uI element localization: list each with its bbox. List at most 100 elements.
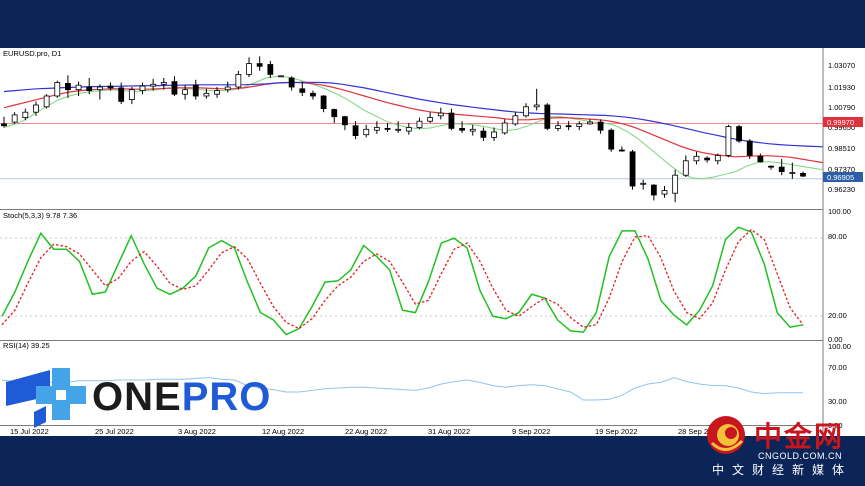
price-tick: 0.99650 (828, 123, 855, 132)
ma-slow-line (3, 81, 824, 148)
candle-body (448, 112, 455, 129)
price-tick: 1.03070 (828, 61, 855, 70)
rsi-tick: 30.00 (828, 397, 847, 406)
price-tick: 1.01930 (828, 83, 855, 92)
candle-body (128, 89, 135, 101)
candle-body (1, 123, 7, 127)
stoch-tick: 100.00 (828, 207, 851, 216)
candle-body (118, 87, 125, 102)
candle-body (288, 77, 295, 88)
date-axis: 15 Jul 2022 25 Jul 2022 3 Aug 2022 12 Au… (10, 427, 721, 436)
ma-mid-line (3, 81, 824, 164)
candle-body (576, 123, 583, 128)
candle-body (714, 155, 721, 162)
candle-body (246, 63, 252, 75)
candle-body (235, 73, 242, 88)
candle-body (342, 116, 348, 126)
onepro-cross-icon (6, 368, 86, 428)
candle-body (459, 128, 465, 131)
stoch-tick: 0.00 (828, 335, 843, 344)
candle-body (405, 127, 412, 132)
candle-body (427, 117, 434, 122)
candles-group (1, 56, 806, 203)
price-tick: 0.97370 (828, 165, 855, 174)
price-tick: 0.98510 (828, 144, 855, 153)
candle-body (778, 166, 785, 172)
stoch-axis: 100.00 80.00 20.00 0.00 (828, 207, 851, 344)
candle-body (693, 155, 700, 162)
cngold-brand-text: 中金网 (754, 420, 845, 453)
price-axis: 1.03070 1.01930 1.00790 0.99650 0.98510 … (828, 61, 855, 194)
candle-body (661, 190, 668, 195)
candle-body (160, 82, 167, 85)
candle-body (736, 126, 742, 142)
candle-body (310, 92, 316, 97)
candle-body (373, 127, 380, 131)
candle-body (54, 82, 61, 97)
candle-body (171, 81, 178, 95)
candle-body (757, 155, 764, 163)
candle-body (682, 160, 689, 176)
price-tick: 0.96230 (828, 185, 855, 194)
candle-body (587, 121, 593, 125)
stoch-main-line (1, 226, 804, 336)
stoch-signal-line (1, 228, 804, 330)
red-level-label: 0.99970 (827, 118, 854, 127)
date-tick: 12 Aug 2022 (262, 427, 304, 436)
candle-body (11, 114, 18, 123)
date-tick: 28 Sep 2022 (678, 427, 721, 436)
candle-body (384, 128, 391, 130)
candle-body (278, 75, 284, 78)
onepro-logo: ONEPRO (6, 365, 271, 429)
candle-body (224, 86, 231, 91)
cngold-watermark: 中金网 CNGOLD.COM.CN 中文财经新媒体 (700, 413, 865, 486)
candle-body (491, 131, 497, 138)
candle-body (65, 83, 71, 91)
price-tick: 1.00790 (828, 103, 855, 112)
candle-body (75, 84, 82, 91)
candle-body (352, 125, 359, 136)
onepro-wordmark: ONEPRO (92, 377, 271, 417)
chart-svg: EURUSD.pro, D1 Stoch(5,3,3) 9.78 7.36 RS… (0, 48, 863, 436)
rsi-tick: 70.00 (828, 363, 847, 372)
date-tick: 9 Sep 2022 (512, 427, 550, 436)
date-tick: 31 Aug 2022 (428, 427, 470, 436)
cngold-emblem-icon (707, 416, 745, 454)
candle-body (650, 184, 657, 196)
stoch-tick: 80.00 (828, 232, 847, 241)
candle-body (469, 128, 476, 132)
candle-body (320, 95, 327, 109)
candle-body (725, 126, 732, 156)
rsi-line (1, 377, 803, 401)
candle-body (640, 182, 647, 185)
candle-body (544, 104, 551, 129)
candle-body (565, 125, 572, 128)
date-tick: 15 Jul 2022 (10, 427, 49, 436)
candle-body (33, 104, 39, 113)
candle-body (800, 173, 806, 177)
candle-body (43, 95, 50, 108)
candle-body (331, 109, 338, 118)
candle-body (789, 172, 796, 174)
candle-body (597, 121, 604, 131)
rsi-panel-label: RSI(14) 39.25 (3, 341, 50, 350)
date-tick: 25 Jul 2022 (95, 427, 134, 436)
candle-body (480, 130, 487, 138)
rsi-axis: 100.00 70.00 30.00 0.00 (828, 342, 851, 430)
cngold-url-text: CNGOLD.COM.CN (758, 451, 843, 461)
stoch-panel-label: Stoch(5,3,3) 9.78 7.36 (3, 211, 77, 220)
candle-body (150, 83, 157, 87)
candle-body (363, 128, 370, 136)
candle-body (395, 128, 402, 131)
cngold-subtitle-text: 中文财经新媒体 (712, 463, 853, 477)
candle-body (22, 111, 29, 118)
main-panel-label: EURUSD.pro, D1 (3, 49, 61, 58)
candle-body (768, 165, 774, 168)
rsi-tick: 0.00 (828, 421, 843, 430)
candle-body (416, 120, 423, 128)
current-price-badge (823, 172, 863, 182)
candle-body (512, 115, 519, 125)
chart-area: EURUSD.pro, D1 Stoch(5,3,3) 9.78 7.36 RS… (0, 48, 865, 436)
ma-fast-line (3, 75, 824, 180)
